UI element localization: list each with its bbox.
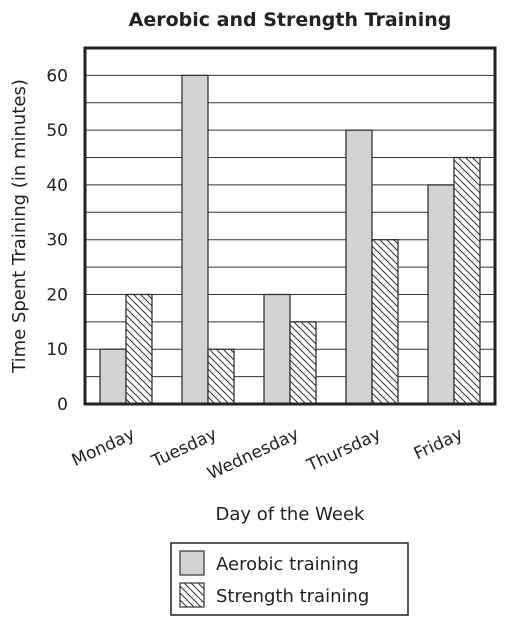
legend: Aerobic training Strength training <box>170 542 409 616</box>
y-tick-label: 0 <box>57 395 68 415</box>
legend-box <box>170 542 409 616</box>
bar-strength-thursday <box>371 239 399 405</box>
bar-aerobic-thursday <box>345 129 373 405</box>
legend-label-aerobic: Aerobic training <box>216 554 359 575</box>
y-tick-label: 60 <box>46 66 68 86</box>
x-tick-label-monday: Monday <box>69 424 138 470</box>
bar-aerobic-tuesday <box>181 74 209 405</box>
legend-swatch-strength <box>179 582 205 608</box>
bar-strength-monday <box>125 293 153 405</box>
legend-swatch-aerobic <box>179 550 205 576</box>
x-tick-label-friday: Friday <box>411 424 466 464</box>
x-axis-label: Day of the Week <box>216 504 365 525</box>
bar-aerobic-monday <box>99 348 127 405</box>
plot-frame <box>83 46 497 406</box>
y-tick-label: 30 <box>46 231 68 251</box>
gridlines <box>85 74 495 378</box>
y-axis-label: Time Spent Training (in minutes) <box>9 79 30 374</box>
y-tick-labels: 0 10 20 30 40 50 60 <box>46 66 68 415</box>
bar-aerobic-wednesday <box>263 293 291 405</box>
x-tick-label-thursday: Thursday <box>303 424 384 476</box>
legend-label-strength: Strength training <box>216 586 369 607</box>
x-tick-label-wednesday: Wednesday <box>204 424 302 484</box>
y-tick-label: 10 <box>46 340 68 360</box>
bar-strength-friday <box>453 156 481 405</box>
y-tick-label: 40 <box>46 176 68 196</box>
y-tick-label: 50 <box>46 121 68 141</box>
chart-title: Aerobic and Strength Training <box>129 9 452 31</box>
y-tick-label: 20 <box>46 285 68 305</box>
bar-aerobic-friday <box>427 184 455 405</box>
bar-strength-wednesday <box>289 321 317 405</box>
bars <box>99 74 481 405</box>
bar-strength-tuesday <box>207 348 235 405</box>
